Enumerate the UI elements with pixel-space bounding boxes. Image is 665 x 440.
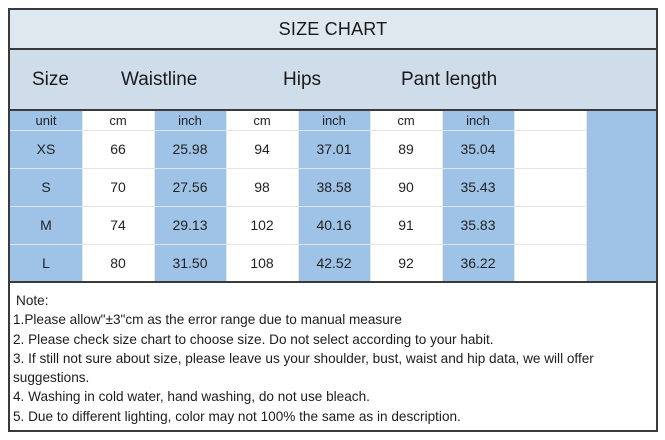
column-divider — [370, 111, 371, 281]
unit-cell: inch — [466, 113, 490, 128]
table-cell: 31.50 — [172, 254, 208, 271]
column-divider — [82, 111, 83, 281]
table-bottom-border — [10, 281, 656, 283]
note-item: 4. Washing in cold water, hand washing, … — [13, 389, 370, 405]
size-label-m: M — [40, 217, 52, 233]
table-cell: 91 — [398, 217, 414, 233]
header-pant-length: Pant length — [401, 69, 498, 90]
size-chart-frame: SIZE CHART Size Waistline Hips Pant leng… — [8, 8, 658, 432]
table-cell: 40.16 — [316, 217, 352, 233]
size-column-bg — [10, 111, 82, 281]
notes-section: Note: 1.Please allow"±3"cm as the error … — [13, 291, 653, 426]
note-item: 1.Please allow"±3"cm as the error range … — [13, 312, 402, 328]
table-cell: 36.22 — [460, 254, 496, 271]
column-divider — [154, 111, 155, 281]
table-cell: 27.56 — [172, 179, 208, 195]
table-cell: 37.01 — [316, 141, 352, 157]
table-cell: 35.83 — [460, 217, 496, 233]
note-item: 2. Please check size chart to choose siz… — [13, 331, 494, 347]
column-divider — [226, 111, 227, 281]
note-item: 5. Due to different lighting, color may … — [13, 408, 461, 424]
table-cell: 80 — [110, 254, 126, 271]
unit-cell: cm — [109, 113, 127, 128]
table-cell: 25.98 — [172, 141, 208, 157]
table-cell: 38.58 — [316, 179, 352, 195]
waist-inch-column-bg — [154, 111, 226, 281]
column-header-row: Size Waistline Hips Pant length — [10, 50, 656, 111]
right-column-bg — [586, 111, 656, 281]
table-cell: 35.43 — [460, 179, 496, 195]
size-label-xs: XS — [36, 141, 56, 157]
size-table: unit cm inch cm inch cm inch XS 66 25.98… — [10, 111, 656, 281]
hips-inch-column-bg — [298, 111, 370, 281]
column-divider — [514, 111, 515, 281]
unit-cell: cm — [397, 113, 415, 128]
note-item: 3. If still not sure about size, please … — [13, 350, 594, 366]
table-cell: 92 — [398, 254, 414, 271]
table-cell: 66 — [110, 141, 126, 157]
column-divider — [298, 111, 299, 281]
table-cell: 89 — [398, 141, 414, 157]
table-cell: 42.52 — [316, 254, 352, 271]
unit-label: unit — [35, 113, 57, 128]
table-cell: 35.04 — [460, 141, 496, 157]
column-divider — [442, 111, 443, 281]
note-item-continued: suggestions. — [13, 370, 90, 386]
table-cell: 94 — [254, 141, 270, 157]
unit-cell: inch — [178, 113, 202, 128]
table-cell: 74 — [110, 217, 126, 233]
table-cell: 108 — [250, 254, 274, 271]
table-cell: 29.13 — [172, 217, 208, 233]
pant-inch-column-bg — [442, 111, 514, 281]
column-divider — [586, 111, 587, 281]
table-cell: 90 — [398, 179, 414, 195]
unit-cell: cm — [253, 113, 271, 128]
size-label-s: S — [41, 179, 51, 195]
header-hips: Hips — [283, 69, 322, 90]
table-cell: 70 — [110, 179, 126, 195]
unit-cell: inch — [322, 113, 346, 128]
chart-title: SIZE CHART — [10, 10, 656, 50]
size-label-l: L — [42, 254, 50, 271]
notes-heading: Note: — [16, 293, 49, 308]
table-cell: 98 — [254, 179, 270, 195]
header-size: Size — [32, 69, 69, 90]
table-cell: 102 — [250, 217, 274, 233]
header-waistline: Waistline — [121, 69, 198, 90]
